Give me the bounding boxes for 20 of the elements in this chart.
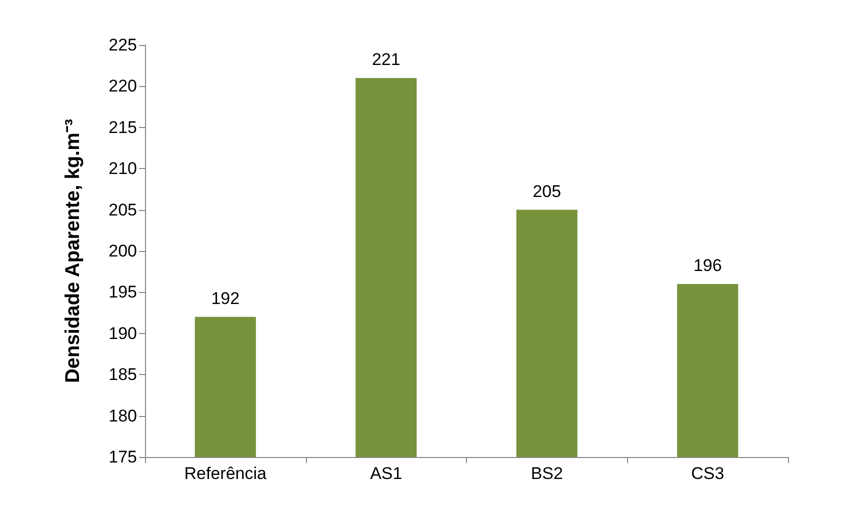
y-tick-label: 180 bbox=[108, 406, 137, 426]
y-tick-label: 185 bbox=[108, 365, 137, 384]
y-tick-label: 210 bbox=[108, 159, 137, 178]
y-tick-label: 205 bbox=[108, 200, 137, 220]
y-axis-title: Densidade Aparente, kg.m⁻³ bbox=[62, 118, 84, 384]
y-tick-label: 190 bbox=[108, 324, 137, 343]
y-tick-label: 220 bbox=[108, 76, 137, 96]
x-tick-label: BS2 bbox=[530, 464, 563, 483]
x-tick-label: AS1 bbox=[370, 464, 402, 483]
y-tick-label: 215 bbox=[108, 118, 137, 137]
data-label: 205 bbox=[532, 182, 562, 201]
y-tick-label: 175 bbox=[108, 448, 137, 466]
data-label: 192 bbox=[211, 288, 240, 308]
data-label: 221 bbox=[372, 50, 400, 69]
data-label: 196 bbox=[693, 256, 722, 275]
x-tick-label: CS3 bbox=[691, 464, 724, 483]
y-tick-label: 225 bbox=[108, 36, 137, 54]
y-tick-label: 200 bbox=[108, 242, 137, 260]
y-tick-label: 195 bbox=[108, 282, 137, 302]
x-tick-label: Referência bbox=[184, 464, 268, 483]
